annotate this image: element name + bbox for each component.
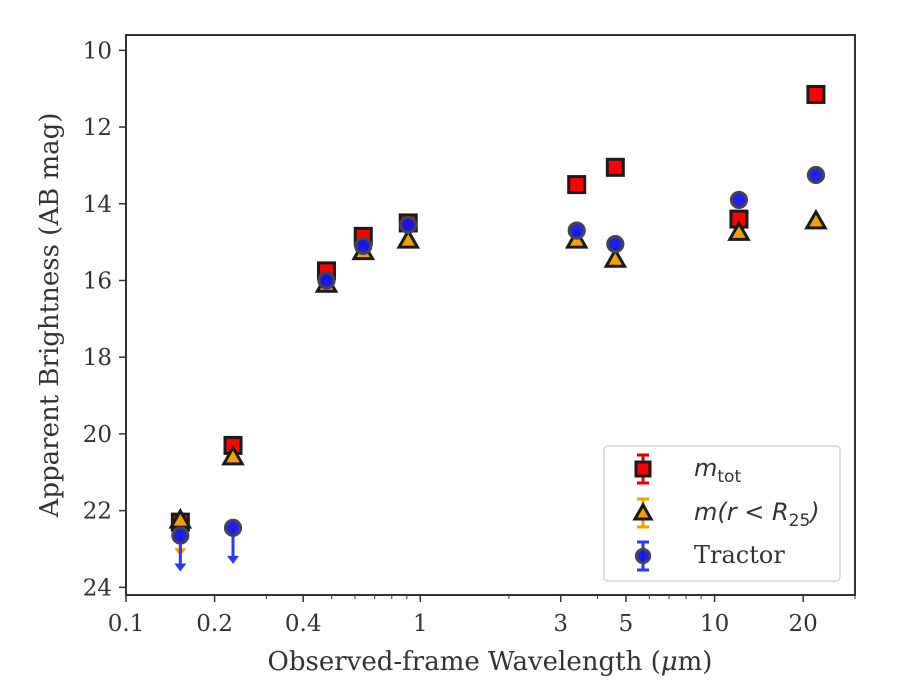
m-r25-point	[727, 220, 751, 241]
plot-frame	[125, 34, 856, 596]
x-axis-label: Observed-frame Wavelength (μm)	[268, 647, 713, 677]
m-tot-point	[806, 84, 826, 104]
legend-label-tractor: Tractor	[694, 541, 785, 569]
tractor-point	[171, 526, 190, 545]
legend-swatches	[632, 453, 654, 572]
legend-frame	[603, 445, 841, 582]
y-tick-label: 22	[83, 499, 112, 525]
y-axis-label: Apparent Brightness (AB mag)	[35, 113, 65, 519]
y-tick-label: 10	[83, 38, 112, 64]
m-r25-point	[804, 208, 828, 230]
tractor-point	[223, 518, 243, 537]
x-tick-label: 10	[700, 611, 729, 637]
x-tick-label: 0.2	[196, 611, 233, 637]
data-marks	[168, 84, 828, 572]
x-tick-label: 5	[619, 611, 634, 637]
m-r25-point	[603, 247, 628, 268]
m-tot-point	[567, 175, 587, 195]
y-tick-label: 24	[83, 575, 112, 601]
y-tick-label: 14	[83, 192, 112, 218]
m-r25-point	[396, 227, 421, 249]
legend-label-m-r25: m(r < R25)	[694, 498, 820, 531]
tractor-upper-limit-arrow-head	[174, 563, 187, 572]
tractor-point	[354, 236, 373, 256]
x-tick-label: 20	[789, 611, 818, 637]
y-tick-label: 12	[83, 115, 112, 141]
legend: mtot m(r < R25) Tractor	[603, 445, 841, 582]
tractor-point	[729, 190, 749, 210]
tractor-upper-limit-arrow-head	[227, 555, 240, 564]
legend-m-tot-marker	[634, 460, 652, 478]
tractor-point	[606, 234, 625, 254]
tractor-point	[806, 165, 826, 185]
x-tick-label: 0.4	[285, 611, 322, 637]
legend-tractor-marker	[634, 547, 652, 565]
x-tick-label: 1	[413, 611, 428, 637]
legend-label-m-tot: mtot	[694, 454, 741, 487]
tractor-point	[567, 221, 586, 240]
tractor-point	[317, 271, 336, 290]
x-tick-label: 3	[553, 611, 568, 637]
legend-m-r25-marker	[632, 501, 654, 521]
tractor-point	[399, 215, 418, 234]
y-tick-label: 18	[83, 345, 112, 371]
y-tick-label: 16	[83, 268, 112, 294]
axis-ticks: 0.1 0.2 0.4 1 3 5 10 20 10 12 14 16 18 20 22 24	[83, 38, 856, 637]
y-tick-label: 20	[83, 422, 112, 448]
m-tot-point	[605, 157, 625, 177]
m-r25-point	[221, 444, 245, 466]
x-tick-label: 0.1	[108, 611, 145, 637]
